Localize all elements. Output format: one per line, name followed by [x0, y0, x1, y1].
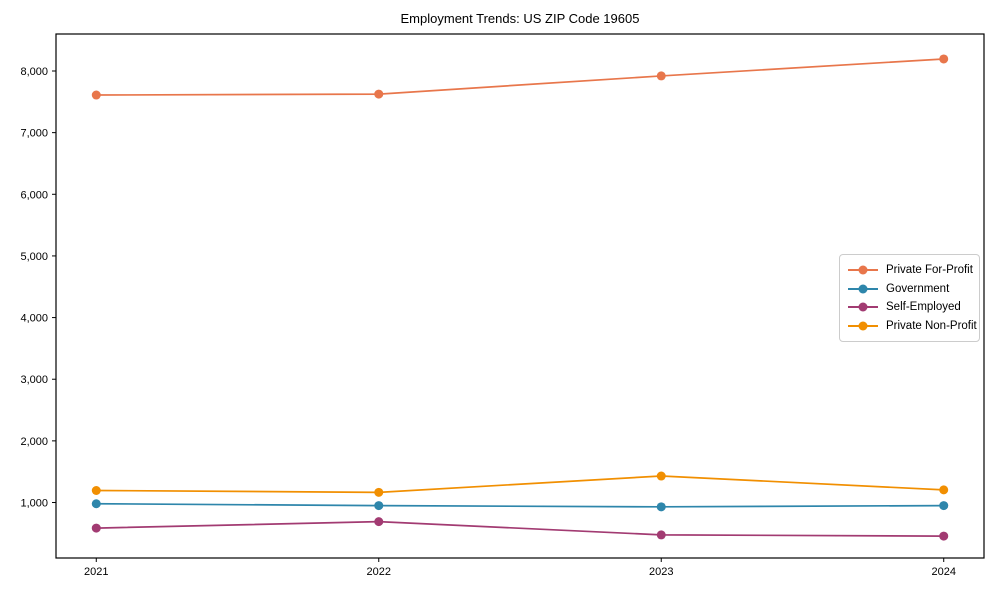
legend-item-government: Government [848, 280, 971, 299]
data-point-self-employed-2023 [656, 530, 666, 540]
legend-line-marker-icon [848, 302, 878, 312]
x-tick-label: 2023 [649, 566, 673, 578]
data-point-government-2023 [656, 502, 666, 512]
legend-box: Private For-Profit Government Self-Employe… [839, 254, 980, 342]
data-point-private-non-profit-2021 [91, 485, 101, 495]
legend-line-marker-icon [848, 284, 878, 294]
data-point-private-for-profit-2021 [91, 90, 101, 100]
y-tick-label: 1,000 [20, 498, 48, 510]
series-line-government [96, 502, 944, 508]
x-tick-label: 2021 [84, 566, 108, 578]
series-line-private-for-profit [96, 58, 944, 96]
y-tick-label: 4,000 [20, 313, 48, 325]
data-point-private-non-profit-2022 [374, 487, 384, 497]
y-tick-label: 7,000 [20, 128, 48, 140]
data-point-self-employed-2022 [374, 517, 384, 527]
legend-item-private-non-profit: Private Non-Profit [848, 317, 977, 336]
data-point-self-employed-2024 [939, 531, 949, 541]
legend-line-marker-icon [848, 265, 878, 275]
chart-title: Employment Trends: US ZIP Code 19605 [400, 11, 640, 26]
data-point-self-employed-2021 [91, 523, 101, 533]
legend-item-private-for-profit: Private For-Profit [848, 261, 973, 280]
legend-label: Government [886, 282, 950, 295]
legend-item-self-employed: Self-Employed [848, 298, 971, 317]
data-point-government-2024 [939, 501, 949, 511]
series-line-private-non-profit [96, 475, 944, 494]
y-tick-label: 8,000 [20, 66, 48, 78]
y-tick-label: 3,000 [20, 374, 48, 386]
x-tick-label: 2022 [367, 566, 391, 578]
data-point-private-non-profit-2024 [939, 485, 949, 495]
legend-label: Private For-Profit [886, 264, 973, 277]
y-tick-label: 2,000 [20, 436, 48, 448]
data-point-private-non-profit-2023 [656, 471, 666, 481]
data-point-private-for-profit-2023 [656, 71, 666, 81]
data-point-government-2022 [374, 501, 384, 511]
legend-label: Private Non-Profit [886, 319, 977, 332]
legend-line-marker-icon [848, 321, 878, 331]
y-tick-label: 5,000 [20, 251, 48, 263]
series-line-self-employed [96, 520, 944, 537]
plot-border [55, 33, 985, 559]
y-tick-label: 6,000 [20, 189, 48, 201]
data-point-private-for-profit-2024 [939, 54, 949, 64]
data-point-government-2021 [91, 499, 101, 509]
legend-label: Self-Employed [886, 301, 961, 314]
data-point-private-for-profit-2022 [374, 89, 384, 99]
x-tick-label: 2024 [931, 566, 955, 578]
